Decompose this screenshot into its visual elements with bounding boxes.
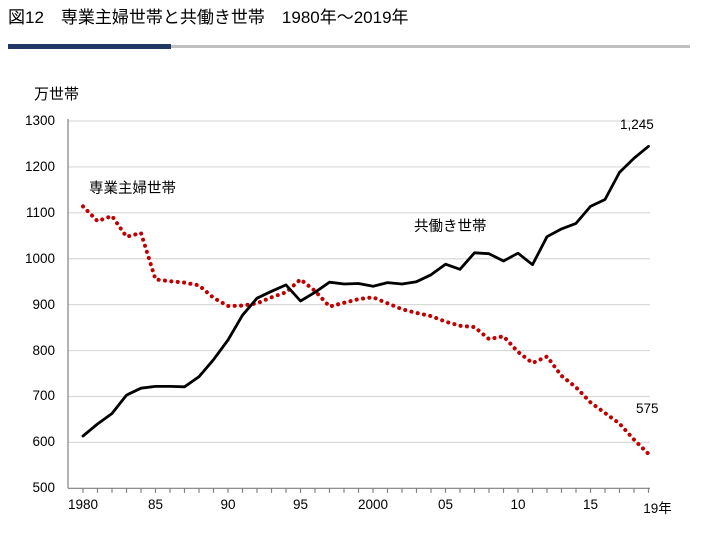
y-axis-unit-label: 万世帯 xyxy=(34,86,80,103)
y-tick-label-700: 700 xyxy=(32,388,55,404)
x-tick-label-1990: 90 xyxy=(220,497,236,512)
series-label-dual-income: 共働き世帯 xyxy=(414,219,487,235)
x-tick-label-2015: 15 xyxy=(582,497,599,512)
y-tick-label-900: 900 xyxy=(32,296,55,312)
end-value-label-housewife: 575 xyxy=(636,401,659,416)
y-tick-label-1300: 1300 xyxy=(24,113,55,128)
series-label-housewife: 専業主婦世帯 xyxy=(89,181,176,197)
y-tick-label-1200: 1200 xyxy=(24,158,55,174)
figure-title: 図12 専業主婦世帯と共働き世帯 1980年～2019年 xyxy=(8,8,409,27)
y-tick-label-1100: 1100 xyxy=(25,204,55,220)
end-value-label-dual-income: 1,245 xyxy=(620,117,654,132)
x-tick-label-2005: 05 xyxy=(437,497,454,512)
y-tick-label-1000: 1000 xyxy=(24,250,55,266)
title-rule-accent xyxy=(8,44,171,49)
x-tick-label-2000: 2000 xyxy=(357,497,389,512)
y-tick-label-500: 500 xyxy=(32,480,55,496)
x-tick-label-1995: 95 xyxy=(292,497,309,512)
x-tick-label-1980: 1980 xyxy=(67,497,99,512)
x-tick-label-2010: 10 xyxy=(510,497,526,512)
x-tick-label-2019: 19年 xyxy=(643,501,672,516)
title-rule-gray xyxy=(8,45,690,48)
y-tick-label-600: 600 xyxy=(32,434,55,450)
x-tick-label-1985: 85 xyxy=(147,497,164,512)
y-tick-label-800: 800 xyxy=(32,342,55,358)
